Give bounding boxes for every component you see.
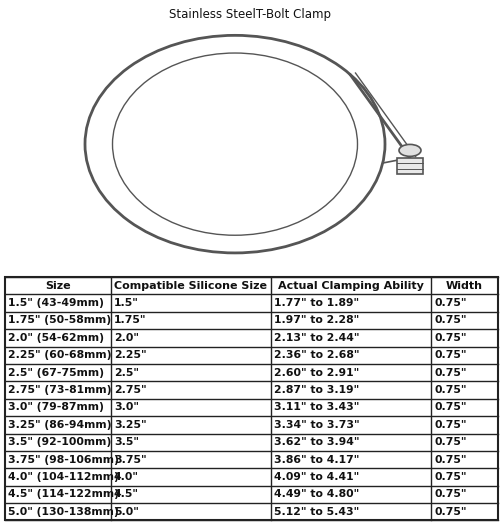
Text: 2.75": 2.75" [114,385,146,395]
Text: 3.25" (86-94mm): 3.25" (86-94mm) [8,420,112,430]
Text: 3.5" (92-100mm): 3.5" (92-100mm) [8,437,111,447]
Text: 5.12" to 5.43": 5.12" to 5.43" [274,507,359,517]
FancyBboxPatch shape [397,158,423,174]
Text: 2.5" (67-75mm): 2.5" (67-75mm) [8,368,104,378]
Text: 2.25": 2.25" [114,350,146,360]
Text: 2.0" (54-62mm): 2.0" (54-62mm) [8,333,104,343]
Text: 4.0": 4.0" [114,472,139,482]
Text: Actual Clamping Ability: Actual Clamping Ability [278,281,424,291]
Text: 0.75": 0.75" [434,420,466,430]
Text: Width: Width [446,281,483,291]
Text: 4.09" to 4.41": 4.09" to 4.41" [274,472,359,482]
Text: 5.0": 5.0" [114,507,139,517]
Text: 4.0" (104-112mm): 4.0" (104-112mm) [8,472,119,482]
Text: 2.5": 2.5" [114,368,139,378]
Text: 3.86" to 4.17": 3.86" to 4.17" [274,454,360,464]
Text: 3.5": 3.5" [114,437,139,447]
Text: 4.5": 4.5" [114,490,139,499]
Text: 1.97" to 2.28": 1.97" to 2.28" [274,315,359,325]
Text: 2.87" to 3.19": 2.87" to 3.19" [274,385,359,395]
Text: 3.34" to 3.73": 3.34" to 3.73" [274,420,360,430]
Text: 0.75": 0.75" [434,454,466,464]
Text: 2.13" to 2.44": 2.13" to 2.44" [274,333,360,343]
Text: 2.25" (60-68mm): 2.25" (60-68mm) [8,350,112,360]
Text: 3.75": 3.75" [114,454,146,464]
Text: 0.75": 0.75" [434,298,466,308]
Text: 0.75": 0.75" [434,507,466,517]
Text: 0.75": 0.75" [434,333,466,343]
Text: 3.11" to 3.43": 3.11" to 3.43" [274,402,360,413]
Text: 0.75": 0.75" [434,472,466,482]
Text: 2.0": 2.0" [114,333,139,343]
Text: 3.0": 3.0" [114,402,139,413]
Text: 0.75": 0.75" [434,350,466,360]
Circle shape [399,144,421,156]
Text: 3.0" (79-87mm): 3.0" (79-87mm) [8,402,104,413]
Text: 0.75": 0.75" [434,402,466,413]
Text: 2.60" to 2.91": 2.60" to 2.91" [274,368,359,378]
Text: 0.75": 0.75" [434,368,466,378]
Text: 4.5" (114-122mm): 4.5" (114-122mm) [8,490,119,499]
Text: 0.75": 0.75" [434,490,466,499]
Text: 1.5": 1.5" [114,298,139,308]
Text: Compatible Silicone Size: Compatible Silicone Size [114,281,268,291]
Text: Size: Size [45,281,71,291]
Text: 3.75" (98-106mm): 3.75" (98-106mm) [8,454,119,464]
Text: 1.75" (50-58mm): 1.75" (50-58mm) [8,315,111,325]
Text: 0.75": 0.75" [434,385,466,395]
Text: 1.75": 1.75" [114,315,146,325]
Text: 0.75": 0.75" [434,437,466,447]
Text: 5.0" (130-138mm): 5.0" (130-138mm) [8,507,119,517]
Text: 1.5" (43-49mm): 1.5" (43-49mm) [8,298,104,308]
Text: 2.75" (73-81mm): 2.75" (73-81mm) [8,385,112,395]
Text: 3.25": 3.25" [114,420,146,430]
Text: 4.49" to 4.80": 4.49" to 4.80" [274,490,359,499]
Text: 0.75": 0.75" [434,315,466,325]
Text: Stainless SteelT-Bolt Clamp: Stainless SteelT-Bolt Clamp [169,8,331,21]
Text: 1.77" to 1.89": 1.77" to 1.89" [274,298,359,308]
Text: 2.36" to 2.68": 2.36" to 2.68" [274,350,360,360]
Text: 3.62" to 3.94": 3.62" to 3.94" [274,437,360,447]
